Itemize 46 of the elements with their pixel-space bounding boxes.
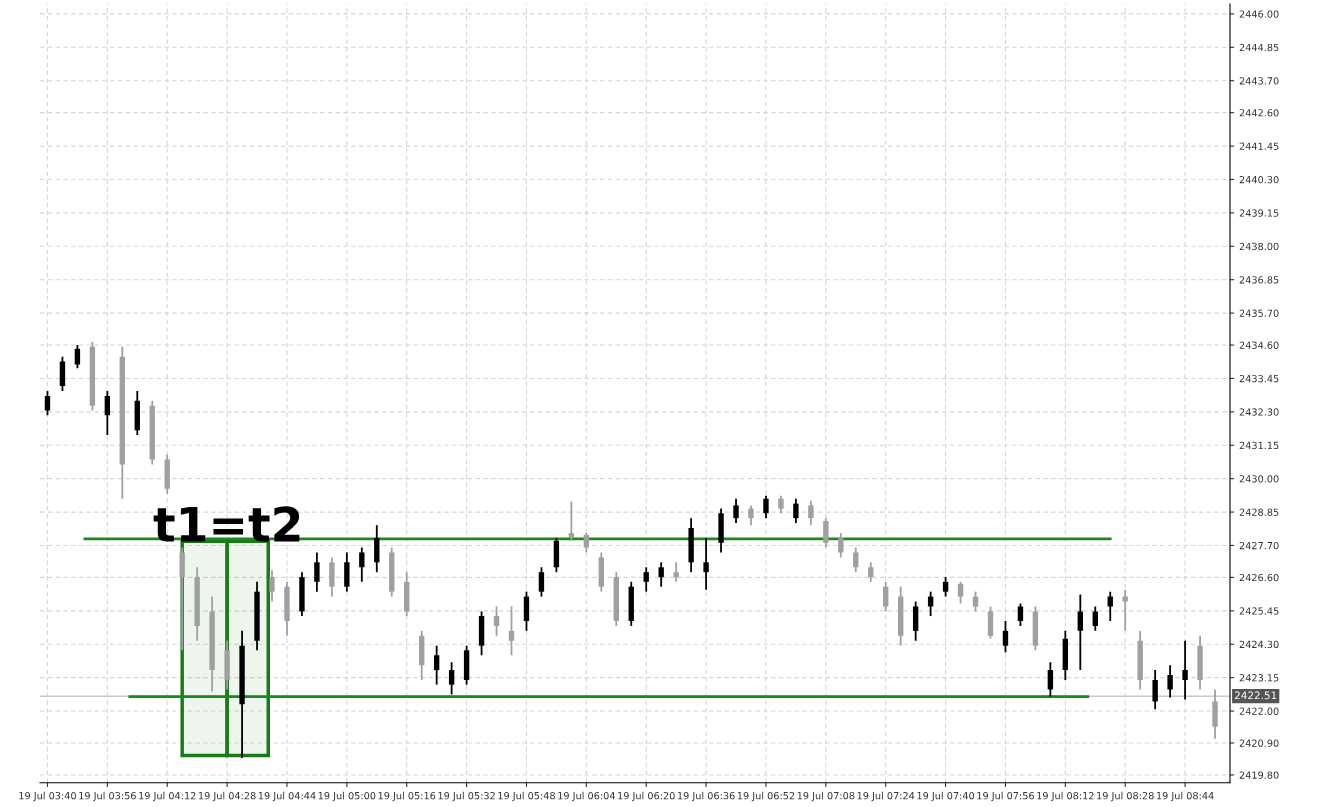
x-tick-label: 19 Jul 06:36: [678, 791, 735, 802]
y-tick-label: 2425.45: [1239, 607, 1279, 615]
x-tick-label: 19 Jul 03:56: [79, 791, 136, 802]
x-tick-label: 19 Jul 05:16: [378, 791, 436, 802]
x-tick-label: 19 Jul 05:48: [498, 791, 555, 802]
y-tick-label: 2439.15: [1239, 209, 1279, 217]
x-tick-label: 19 Jul 08:44: [1157, 791, 1214, 802]
y-tick-label: 2420.90: [1239, 739, 1279, 747]
y-tick-label: 2440.30: [1239, 175, 1279, 184]
y-tick-label: 2446.00: [1239, 10, 1279, 18]
x-tick-label: 19 Jul 05:32: [438, 791, 495, 802]
x-tick-label: 19 Jul 06:04: [558, 791, 615, 802]
x-tick-label: 19 Jul 07:56: [977, 791, 1034, 802]
y-tick-label: 2435.70: [1239, 309, 1279, 317]
y-tick-label: 2431.15: [1239, 441, 1279, 450]
x-tick-label: 19 Jul 05:00: [318, 791, 376, 802]
y-tick-label: 2441.45: [1239, 142, 1279, 150]
y-tick-label: 2428.85: [1239, 508, 1279, 516]
x-tick-label: 19 Jul 06:20: [618, 791, 675, 802]
ref-line-label: 2422.51: [1234, 691, 1277, 700]
annotation: t1=t2: [153, 506, 300, 542]
y-tick-label: 2430.00: [1239, 475, 1279, 483]
y-tick-label: 2444.85: [1239, 43, 1279, 52]
y-tick-label: 2427.70: [1239, 541, 1279, 550]
x-tick-label: 19 Jul 07:08: [797, 791, 855, 802]
y-tick-label: 2423.15: [1239, 674, 1279, 682]
y-tick-label: 2432.30: [1239, 408, 1279, 416]
x-tick-label: 19 Jul 07:24: [857, 791, 915, 802]
y-tick-label: 2443.70: [1239, 77, 1279, 85]
y-tick-label: 2438.00: [1239, 242, 1279, 251]
x-tick-label: 19 Jul 07:40: [917, 791, 975, 802]
y-tick-label: 2434.60: [1239, 341, 1279, 349]
y-tick-label: 2442.60: [1239, 109, 1279, 117]
y-tick-label: 2426.60: [1239, 573, 1279, 582]
x-tick-label: 19 Jul 04:12: [139, 791, 196, 802]
y-tick-label: 2422.00: [1239, 707, 1279, 715]
x-tick-label: 19 Jul 04:28: [199, 791, 256, 802]
y-tick-label: 2433.45: [1239, 374, 1279, 383]
x-tick-label: 19 Jul 04:44: [258, 791, 316, 802]
y-tick-label: 2436.85: [1239, 276, 1279, 284]
x-tick-label: 19 Jul 08:12: [1037, 791, 1094, 802]
x-tick-label: 19 Jul 08:28: [1097, 791, 1154, 802]
y-tick-label: 2419.80: [1239, 771, 1279, 779]
x-tick-label: 19 Jul 06:52: [737, 791, 795, 802]
x-tick-label: 19 Jul 03:40: [19, 791, 76, 802]
y-tick-label: 2424.30: [1239, 640, 1279, 649]
